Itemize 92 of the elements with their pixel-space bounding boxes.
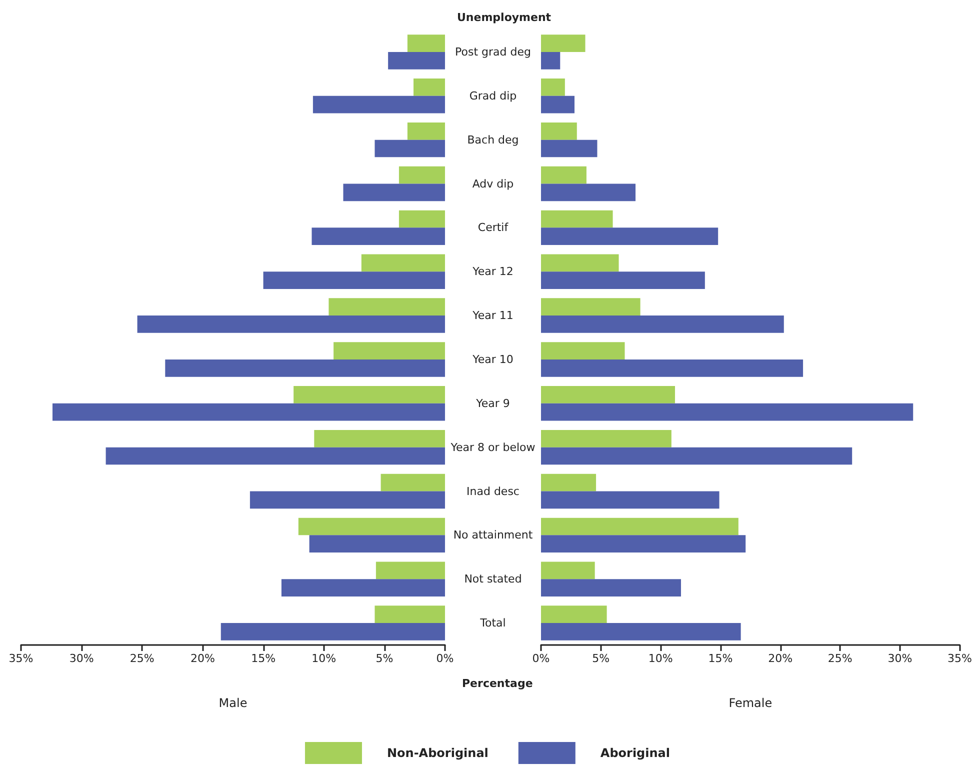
bar xyxy=(220,623,445,640)
y-tick-label: Year 8 or below xyxy=(450,440,536,454)
bar xyxy=(414,78,445,96)
bar xyxy=(541,272,705,289)
x-tick-label: 0% xyxy=(532,652,550,665)
bar xyxy=(541,166,586,184)
bar xyxy=(398,210,445,228)
y-tick-label: Certif xyxy=(478,221,510,234)
y-tick-label: Bach deg xyxy=(467,133,519,146)
x-tick-label: 25% xyxy=(130,652,154,665)
bar xyxy=(541,184,636,202)
y-tick-label: Adv dip xyxy=(472,177,514,190)
bar xyxy=(541,518,738,536)
y-tick-label: Post grad deg xyxy=(455,45,531,58)
bar xyxy=(541,359,804,377)
bar xyxy=(314,430,445,448)
bar xyxy=(281,579,445,596)
bar xyxy=(361,254,445,272)
bar xyxy=(407,34,445,52)
y-tick-label: Grad dip xyxy=(469,89,517,102)
x-tick-label: 5% xyxy=(592,652,610,665)
bar xyxy=(250,491,445,509)
x-axis-title: Female xyxy=(728,696,772,710)
bar xyxy=(541,535,746,553)
y-tick-label: No attainment xyxy=(453,528,534,542)
bar xyxy=(541,606,607,624)
bar xyxy=(541,430,672,448)
bar xyxy=(380,474,445,492)
text: Unemployment xyxy=(457,11,552,24)
legend-label: Aboriginal xyxy=(600,746,670,760)
x-tick-label: 5% xyxy=(376,652,394,665)
bar xyxy=(407,122,445,140)
bar xyxy=(541,342,625,360)
bar xyxy=(541,562,595,580)
x-tick-label: 20% xyxy=(768,652,793,665)
y-tick-label: Year 12 xyxy=(472,265,514,278)
bar xyxy=(541,254,619,272)
bar xyxy=(541,623,741,640)
bar xyxy=(376,562,445,580)
bar xyxy=(343,184,445,202)
bar xyxy=(541,140,598,158)
y-tick-label: Total xyxy=(479,616,506,630)
bar xyxy=(52,403,445,421)
y-tick-label: Year 9 xyxy=(475,396,510,410)
bar xyxy=(541,96,574,114)
bar xyxy=(328,298,445,316)
bar xyxy=(388,52,445,70)
x-tick-label: 20% xyxy=(190,652,215,665)
bar xyxy=(541,386,676,404)
bar xyxy=(309,535,445,553)
x-tick-label: 0% xyxy=(436,652,454,665)
bar xyxy=(298,518,445,536)
bar xyxy=(541,228,718,246)
legend-label: Non-Aboriginal xyxy=(386,746,488,760)
x-tick-label: 30% xyxy=(888,652,912,665)
y-tick-label: Year 11 xyxy=(472,309,514,322)
bar xyxy=(541,491,720,509)
bar xyxy=(334,342,445,360)
x-tick-label: 15% xyxy=(708,652,733,665)
y-tick-label: Year 10 xyxy=(472,352,514,366)
bar xyxy=(106,447,445,465)
bar xyxy=(541,78,565,96)
bar xyxy=(541,122,577,140)
bar xyxy=(398,166,445,184)
bar xyxy=(541,447,852,465)
bar xyxy=(541,210,613,228)
x-tick-label: 35% xyxy=(8,652,34,665)
bar xyxy=(541,34,586,52)
x-tick-label: 10% xyxy=(312,652,336,665)
x-tick-label: 15% xyxy=(251,652,276,665)
bar xyxy=(541,403,914,421)
y-tick-label: Not stated xyxy=(464,572,522,586)
bar xyxy=(137,316,445,333)
bar xyxy=(312,96,445,114)
x-tick-label: 30% xyxy=(69,652,94,665)
x-axis-title: Male xyxy=(218,696,248,710)
bar xyxy=(374,606,445,624)
bar xyxy=(541,316,784,333)
text: Percentage xyxy=(462,677,533,690)
bar xyxy=(374,140,445,158)
x-tick-label: 25% xyxy=(828,652,852,665)
bar xyxy=(541,298,640,316)
y-tick-label: Inad desc xyxy=(466,484,520,498)
bar xyxy=(541,579,681,596)
bar xyxy=(541,52,560,70)
bar xyxy=(263,272,445,289)
x-tick-label: 10% xyxy=(648,652,673,665)
bar xyxy=(541,474,596,492)
bar xyxy=(165,359,445,377)
bar xyxy=(312,228,445,246)
x-tick-label: 35% xyxy=(948,652,972,665)
bar xyxy=(294,386,445,404)
